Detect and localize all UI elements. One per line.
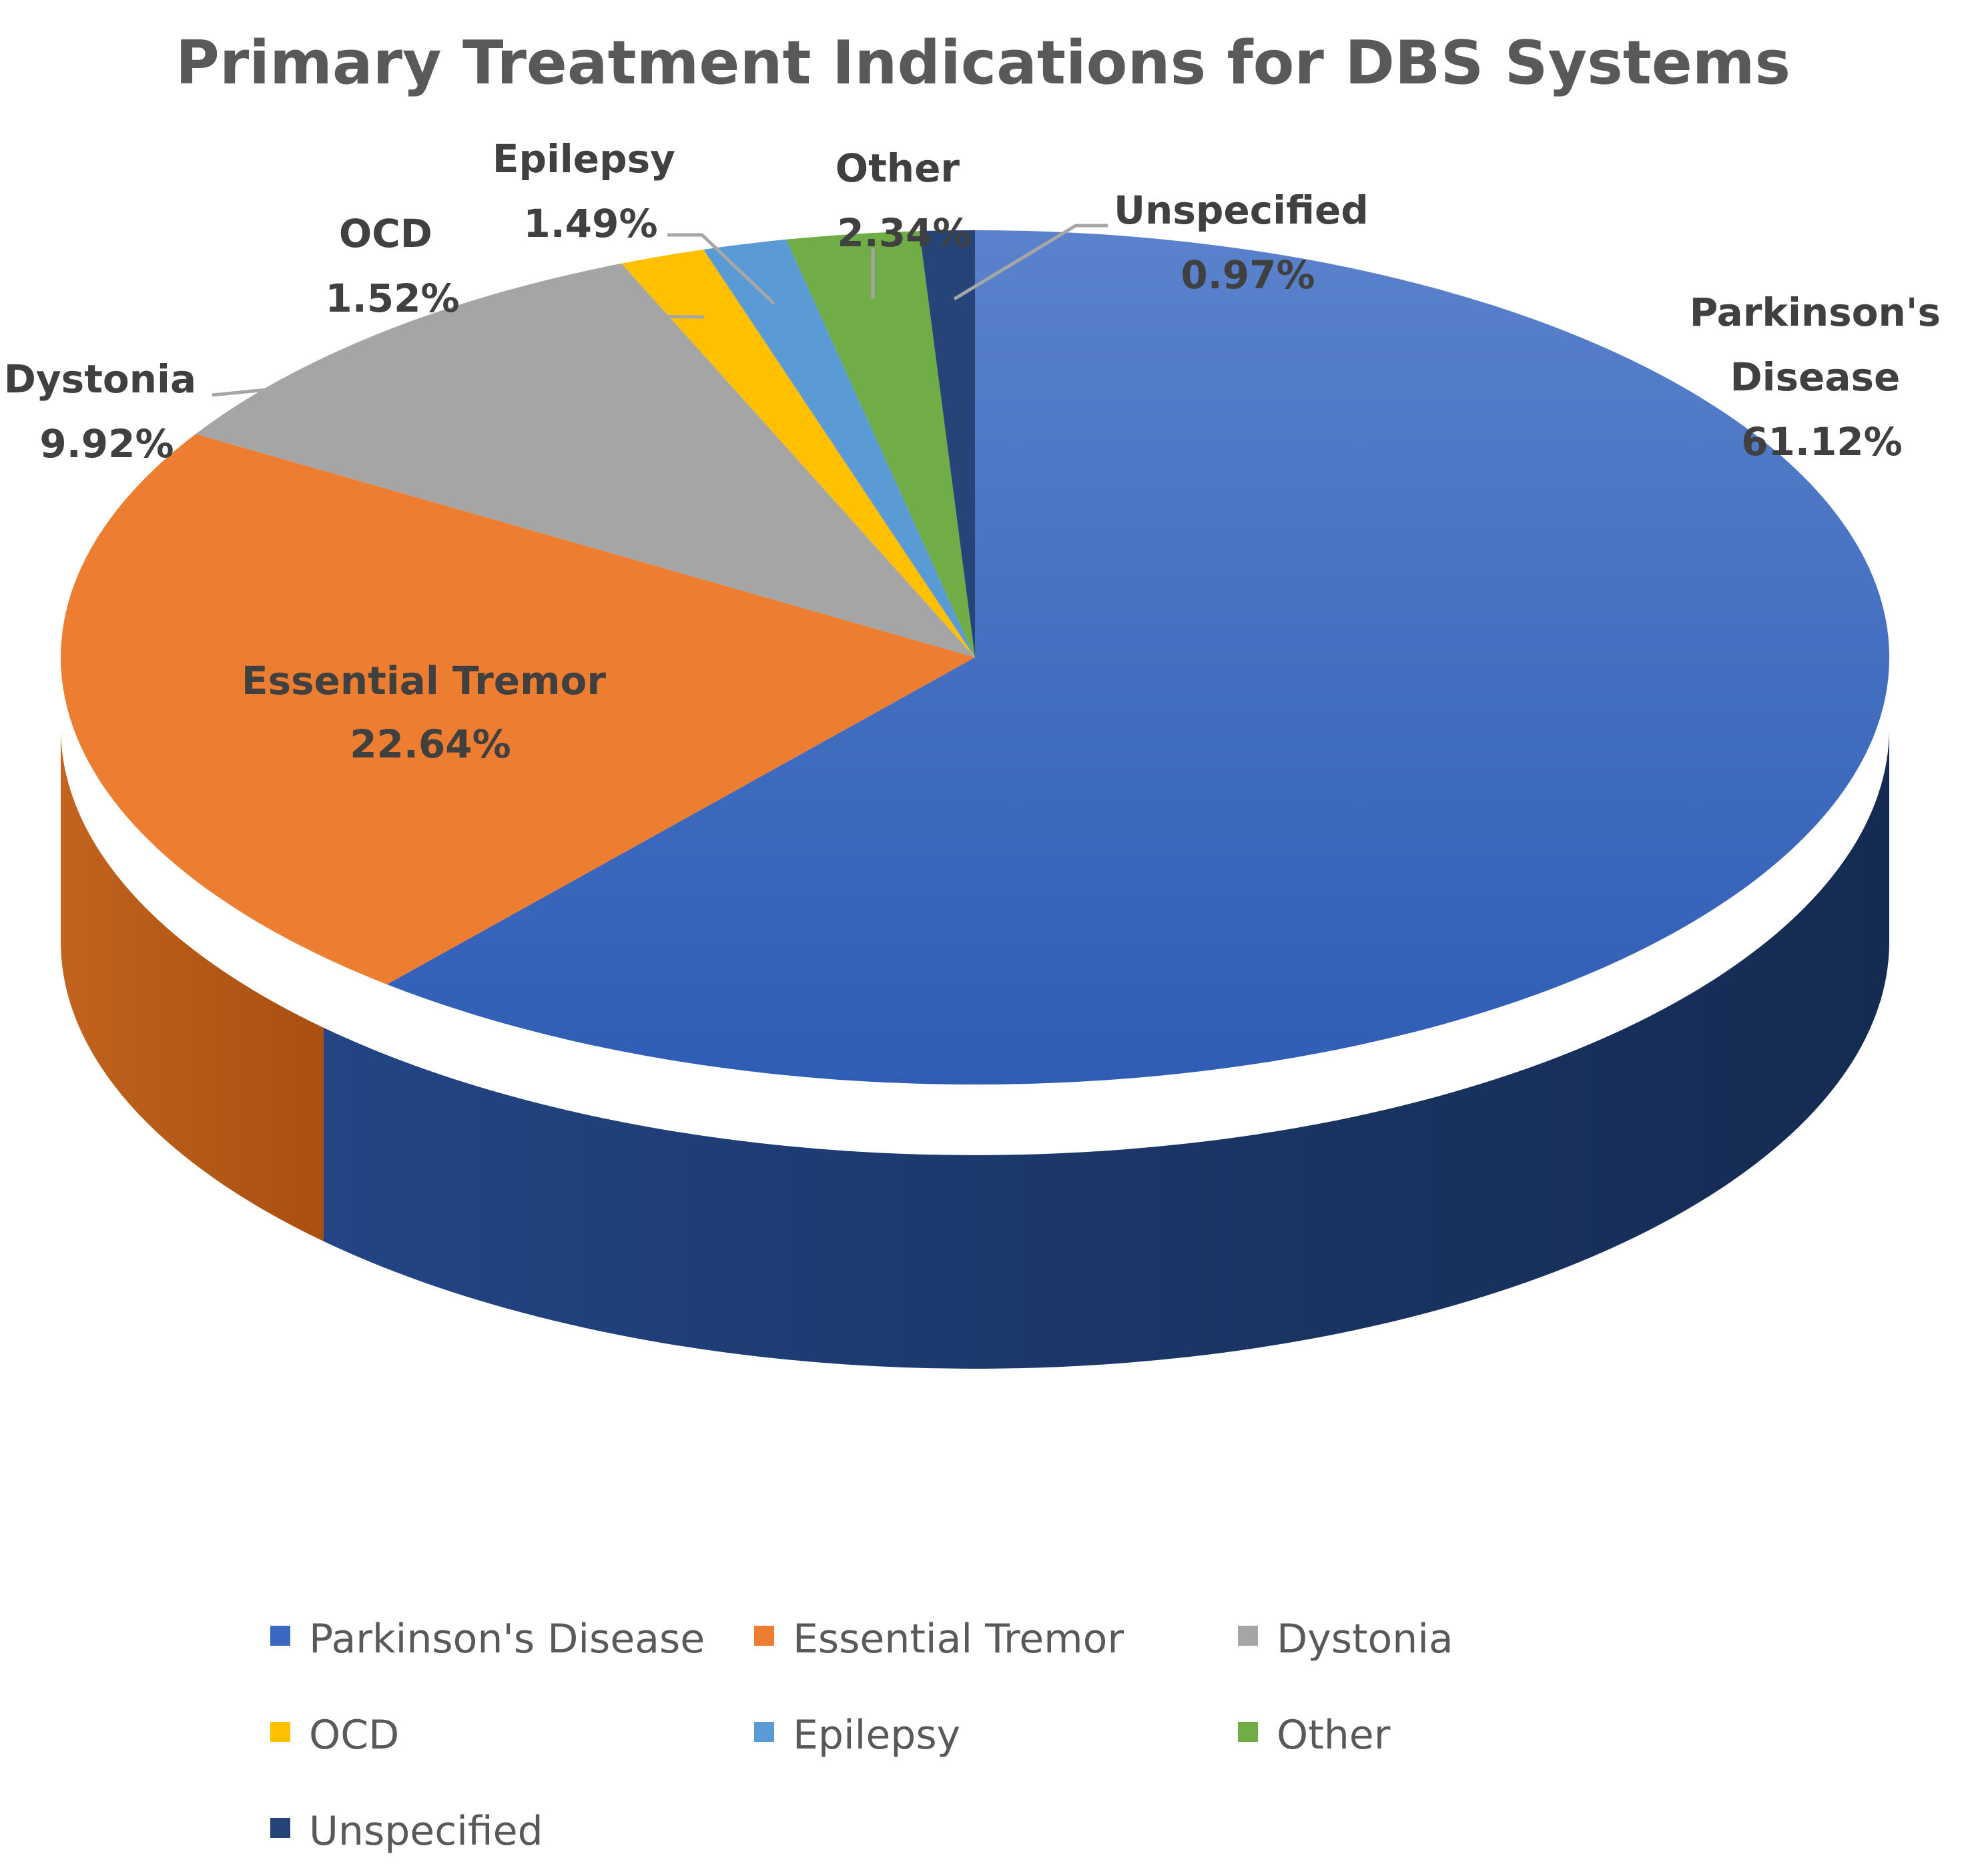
data-label-dystonia-name: Dystonia xyxy=(4,356,196,402)
legend-label-parkinsons-disease: Parkinson's Disease xyxy=(309,1616,705,1662)
legend-label-dystonia: Dystonia xyxy=(1277,1616,1453,1662)
leader-line-unspecified xyxy=(953,224,1108,301)
pie-slice-ocd xyxy=(621,249,975,657)
pie-slice-parkinsons-disease xyxy=(386,230,1890,1085)
legend-swatch-unspecified xyxy=(270,1818,290,1838)
legend-label-epilepsy: Epilepsy xyxy=(793,1712,960,1759)
pie-slice-essential-tremor xyxy=(61,434,975,984)
data-label-dystonia-value: 9.92% xyxy=(39,421,174,466)
legend-swatch-essential-tremor xyxy=(754,1626,774,1646)
data-label-epilepsy-value: 1.49% xyxy=(523,201,657,246)
data-label-other-value: 2.34% xyxy=(837,210,971,256)
data-label-dystonia: Dystonia 9.92% xyxy=(4,356,210,466)
data-label-unspecified-value: 0.97% xyxy=(1181,252,1315,298)
pie-side-parkinsons xyxy=(324,731,1889,1369)
leader-line-ocd xyxy=(458,312,705,319)
pie-side-essential-tremor xyxy=(61,731,324,1241)
data-label-parkinsons: Parkinson's Disease 61.12% xyxy=(1690,290,1955,464)
data-label-unspecified: Unspecified 0.97% xyxy=(1114,188,1382,298)
legend: Parkinson's Disease Essential Tremor Dys… xyxy=(270,1616,1453,1855)
pie-slice-unspecified xyxy=(919,230,975,657)
data-label-other-name: Other xyxy=(836,145,960,191)
leader-line-dystonia xyxy=(212,320,668,397)
legend-swatch-parkinsons-disease xyxy=(270,1626,290,1646)
legend-swatch-ocd xyxy=(270,1722,290,1742)
legend-swatch-dystonia xyxy=(1238,1626,1258,1646)
pie-slice-epilepsy xyxy=(703,239,975,657)
data-label-essential-tremor-value: 22.64% xyxy=(350,721,511,767)
data-label-parkinsons-value: 61.12% xyxy=(1741,419,1903,464)
data-label-epilepsy-name: Epilepsy xyxy=(493,136,675,182)
data-label-essential-tremor: Essential Tremor 22.64% xyxy=(242,658,619,767)
legend-label-other: Other xyxy=(1277,1712,1391,1759)
leader-line-epilepsy xyxy=(667,233,775,305)
legend-label-essential-tremor: Essential Tremor xyxy=(793,1616,1124,1662)
data-label-essential-tremor-name: Essential Tremor xyxy=(242,658,607,703)
legend-label-ocd: OCD xyxy=(309,1712,399,1759)
legend-swatch-other xyxy=(1238,1722,1258,1742)
data-label-epilepsy: Epilepsy 1.49% xyxy=(493,136,689,246)
data-label-unspecified-name: Unspecified xyxy=(1114,188,1369,233)
legend-label-unspecified: Unspecified xyxy=(309,1808,543,1855)
pie-slice-other xyxy=(786,231,975,657)
data-label-ocd: OCD 1.52% xyxy=(325,211,459,321)
data-label-ocd-name: OCD xyxy=(339,211,432,256)
chart-title: Primary Treatment Indications for DBS Sy… xyxy=(176,28,1790,98)
legend-swatch-epilepsy xyxy=(754,1722,774,1742)
data-label-ocd-value: 1.52% xyxy=(325,276,459,321)
data-label-other: Other 2.34% xyxy=(836,145,973,256)
pie-slice-dystonia xyxy=(196,263,975,657)
